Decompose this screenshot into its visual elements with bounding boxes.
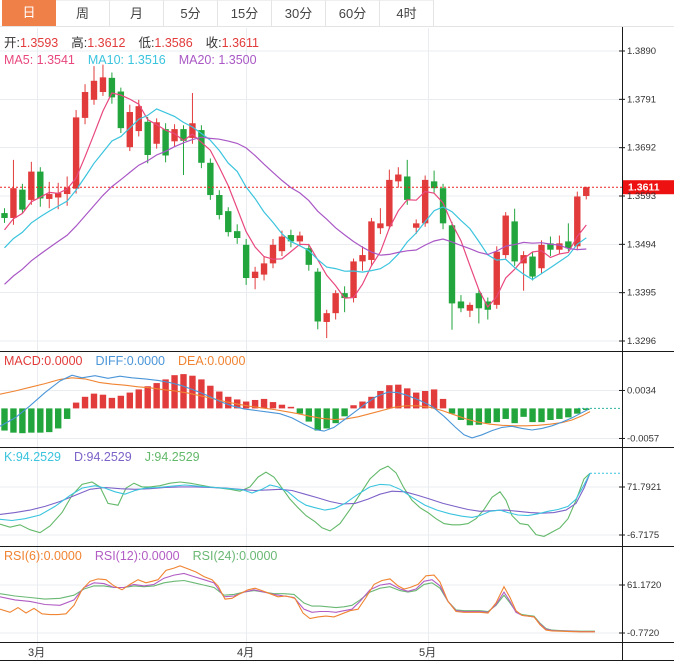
- ma10-line: [4, 108, 587, 281]
- macd-layer: [0, 374, 622, 439]
- svg-text:61.1720: 61.1720: [627, 580, 661, 591]
- svg-text:1.3890: 1.3890: [627, 46, 656, 57]
- tab-60min[interactable]: 60分: [326, 0, 380, 26]
- svg-text:3月: 3月: [28, 647, 45, 659]
- svg-text:1.3692: 1.3692: [627, 143, 656, 154]
- svg-text:1.3296: 1.3296: [627, 336, 656, 347]
- ma20-line: [4, 136, 587, 285]
- svg-text:-0.7720: -0.7720: [627, 628, 659, 639]
- tab-month[interactable]: 月: [110, 0, 164, 26]
- tab-week[interactable]: 周: [56, 0, 110, 26]
- svg-text:1.3791: 1.3791: [627, 94, 656, 105]
- frame-lines: [0, 27, 674, 661]
- tab-30min[interactable]: 30分: [272, 0, 326, 26]
- svg-text:71.7921: 71.7921: [627, 482, 661, 493]
- ma5-line: [4, 92, 587, 308]
- current-price-tag: 1.3611: [623, 180, 674, 195]
- candles-layer: [1, 64, 590, 339]
- grid-lines: [0, 28, 622, 660]
- x-axis-labels: 3月 4月 5月: [28, 647, 436, 659]
- svg-text:1.3494: 1.3494: [627, 239, 656, 250]
- svg-text:-0.0057: -0.0057: [627, 433, 659, 444]
- kdj-layer: [0, 465, 622, 537]
- tab-4hour[interactable]: 4时: [380, 0, 434, 26]
- svg-text:5月: 5月: [419, 647, 436, 659]
- svg-text:-6.7175: -6.7175: [627, 530, 659, 541]
- rsi-layer: [0, 565, 595, 633]
- tab-5min[interactable]: 5分: [164, 0, 218, 26]
- tab-day[interactable]: 日: [2, 0, 56, 26]
- svg-text:1.3593: 1.3593: [627, 191, 656, 202]
- svg-text:4月: 4月: [237, 647, 254, 659]
- tab-15min[interactable]: 15分: [218, 0, 272, 26]
- timeframe-tabs: 日周月 5分 15分 30分 60分 4时: [0, 0, 674, 27]
- axis-labels: 1.3890 1.3791 1.3692 1.3593 1.3494 1.3395 1.32…: [619, 46, 661, 639]
- svg-text:1.3395: 1.3395: [627, 288, 656, 299]
- svg-text:1.3611: 1.3611: [628, 181, 660, 193]
- svg-text:0.0034: 0.0034: [627, 385, 656, 396]
